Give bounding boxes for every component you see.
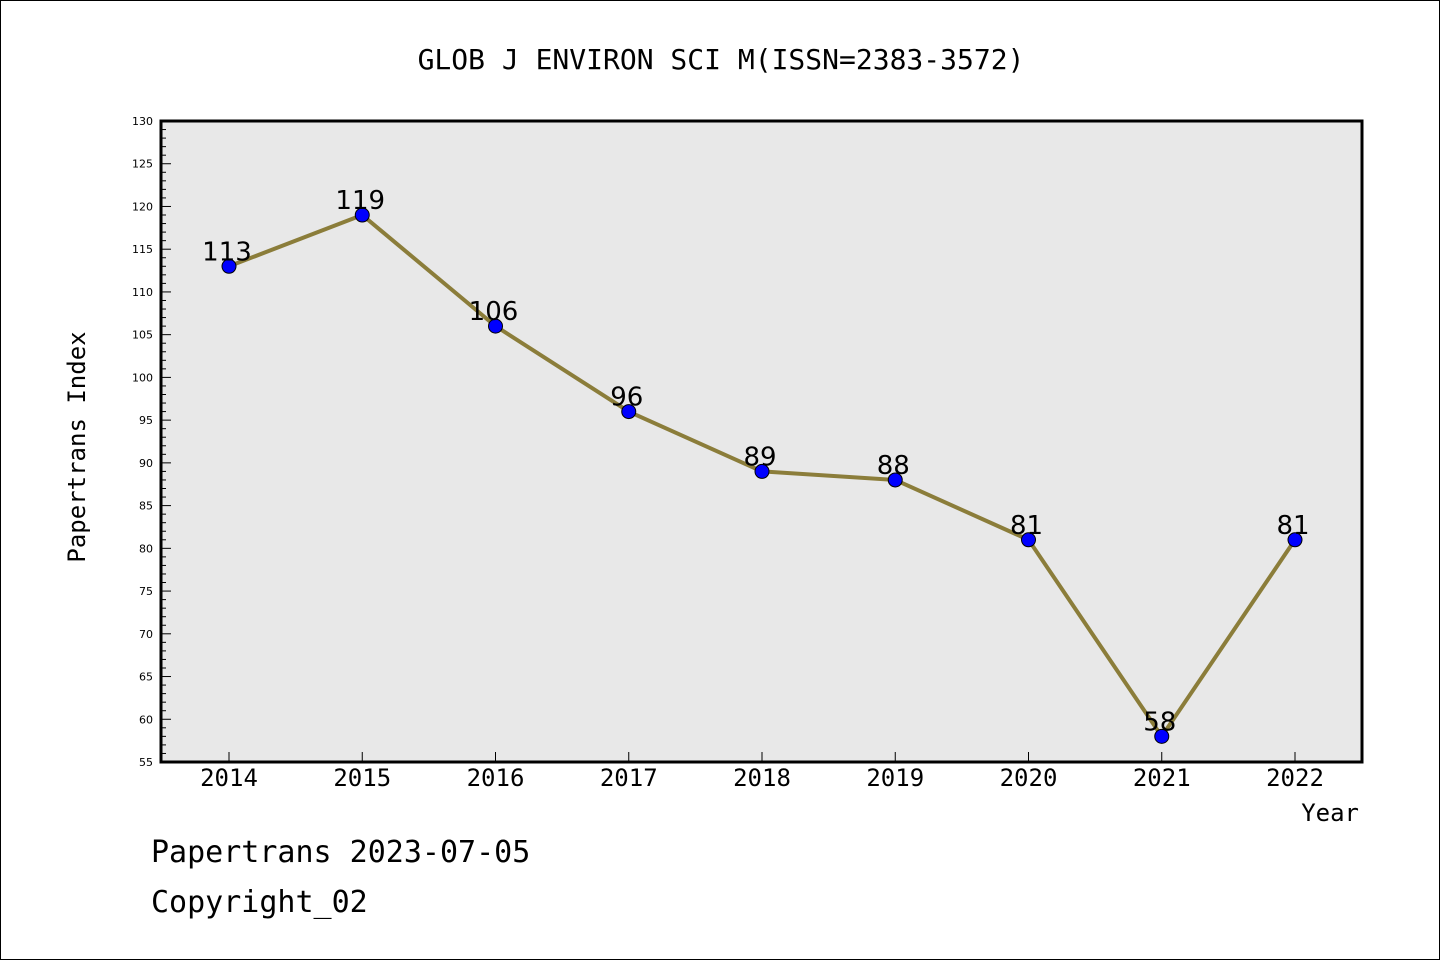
plot-area	[159, 119, 1364, 764]
y-tick-label: 80	[139, 542, 153, 555]
y-tick-label: 100	[132, 371, 153, 384]
data-label: 119	[335, 186, 385, 216]
x-tick-label: 2018	[733, 764, 791, 792]
data-label: 81	[1010, 511, 1043, 541]
data-point	[754, 463, 770, 479]
footer-copyright: Copyright_02	[151, 885, 368, 920]
x-tick-label: 2021	[1133, 764, 1191, 792]
y-tick-label: 65	[139, 671, 153, 684]
x-tick-label: 2016	[467, 764, 525, 792]
data-point	[354, 207, 370, 223]
data-label: 113	[202, 237, 252, 267]
x-axis-title: Year	[1301, 799, 1359, 827]
data-label: 89	[743, 442, 776, 472]
y-tick-label: 85	[139, 500, 153, 513]
chart-title: GLOB J ENVIRON SCI M(ISSN=2383-3572)	[418, 43, 1025, 76]
x-tick-label: 2015	[333, 764, 391, 792]
footer-date-line: Papertrans 2023-07-05	[151, 835, 531, 870]
x-tick-label: 2022	[1266, 764, 1324, 792]
y-tick-label: 105	[132, 329, 153, 342]
data-label: 96	[610, 383, 643, 413]
x-tick-label: 2014	[200, 764, 258, 792]
data-point	[887, 472, 903, 488]
y-tick-label: 130	[132, 115, 153, 128]
data-labels: 113 119 106 96 89 88 81 58 81	[202, 186, 1309, 737]
x-tick-label: 2017	[600, 764, 658, 792]
data-point	[1287, 532, 1303, 548]
data-point	[488, 318, 503, 334]
y-tick-label: 90	[139, 457, 153, 470]
x-tick-label: 2020	[1000, 764, 1058, 792]
y-tick-label: 60	[139, 713, 153, 726]
y-tick-label: 115	[132, 243, 153, 256]
data-label: 88	[877, 451, 910, 481]
data-point	[1154, 728, 1170, 744]
y-tick-label: 125	[132, 158, 153, 171]
data-point	[1021, 532, 1036, 548]
series-line	[221, 207, 1303, 744]
data-label: 81	[1276, 511, 1309, 541]
data-label: 106	[469, 297, 519, 327]
y-axis: 55 60 65 70 75 80 85 90 95 100 105 110 115 120 125 130	[132, 115, 171, 769]
data-point	[221, 258, 237, 274]
y-tick-label: 110	[132, 286, 153, 299]
y-tick-label: 70	[139, 628, 153, 641]
y-tick-label: 75	[139, 585, 153, 598]
y-tick-label: 120	[132, 200, 153, 213]
data-point	[621, 404, 637, 420]
y-tick-label: 55	[139, 756, 153, 769]
y-axis-title: Papertrans Index	[63, 331, 91, 562]
y-tick-label: 95	[139, 414, 153, 427]
x-tick-label: 2019	[866, 764, 924, 792]
data-label: 58	[1143, 707, 1176, 737]
x-axis: 2014 2015 2016 2017 2018 2019 2020 2021 2022	[200, 752, 1324, 792]
